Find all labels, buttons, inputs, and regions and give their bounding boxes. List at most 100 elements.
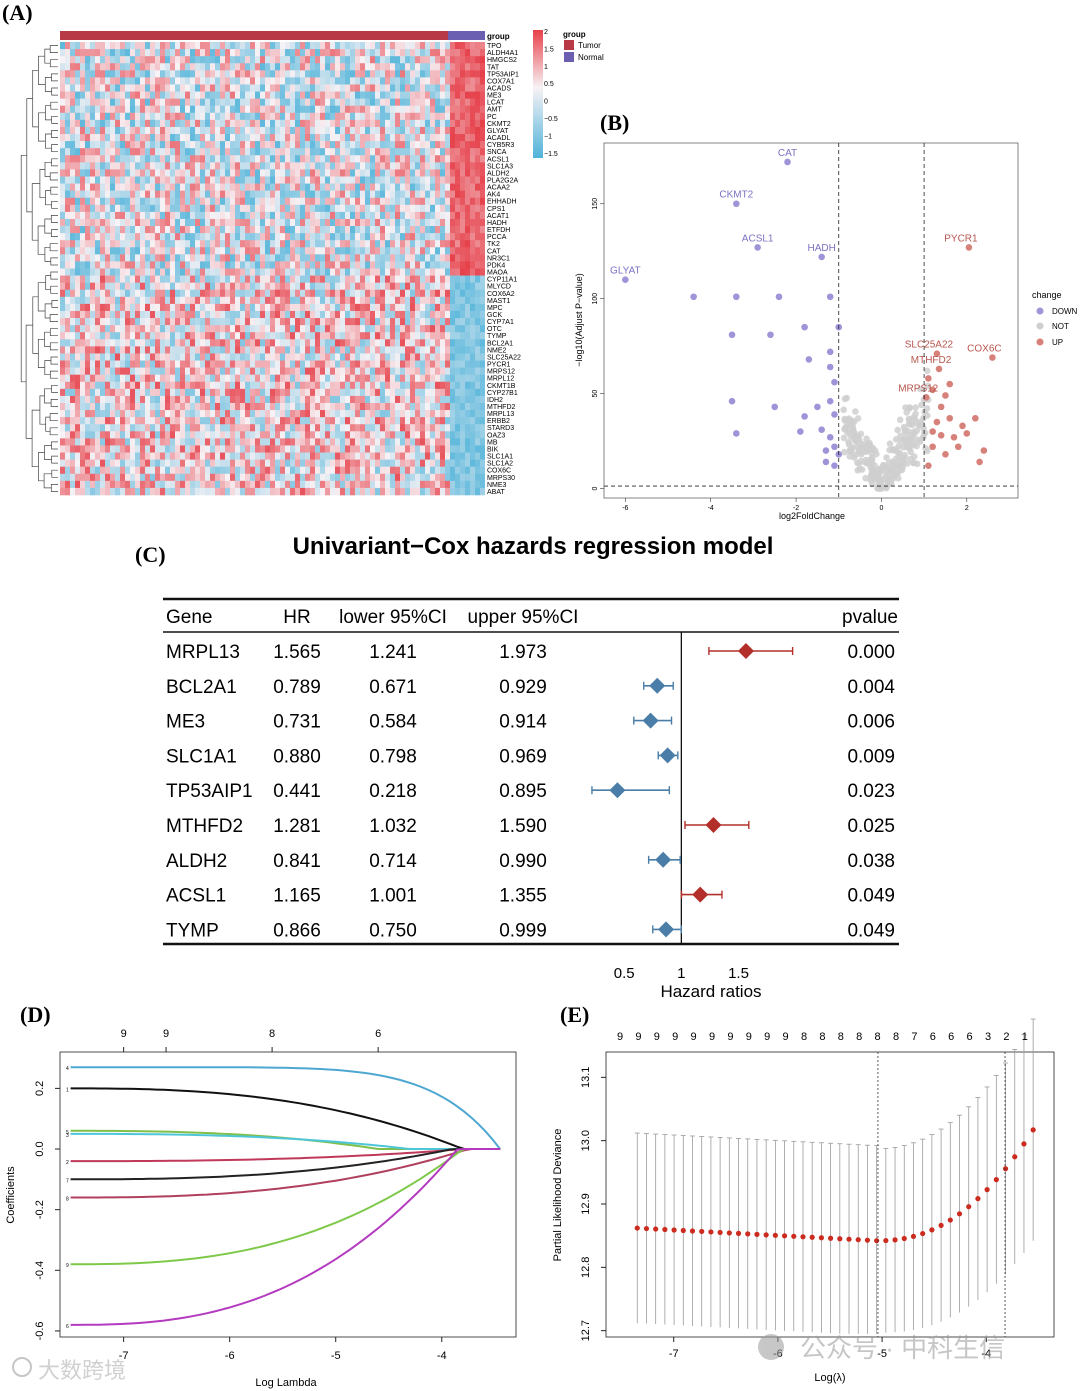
heatmap-cell [390, 162, 395, 170]
heatmap-cell [240, 424, 245, 432]
heatmap-cell [135, 49, 140, 57]
heatmap-cell [480, 402, 485, 411]
heatmap-cell [475, 332, 480, 340]
heatmap-cell [270, 381, 275, 390]
heatmap-cell [360, 105, 365, 114]
heatmap-cell [120, 417, 125, 425]
heatmap-cell [360, 162, 365, 170]
heatmap-cell [350, 438, 355, 446]
heatmap-cell [160, 254, 165, 262]
heatmap-cell [435, 70, 440, 78]
heatmap-cell [480, 310, 485, 319]
heatmap-cell [225, 190, 230, 199]
heatmap-cell [185, 332, 190, 340]
heatmap-cell [470, 367, 475, 375]
heatmap-cell [350, 445, 355, 453]
heatmap-cell [370, 360, 375, 368]
heatmap-cell [450, 112, 455, 121]
heatmap-cell [315, 162, 320, 170]
heatmap-cell [420, 169, 425, 177]
heatmap-cell [300, 417, 305, 425]
heatmap-cell [435, 395, 440, 404]
heatmap-cell [420, 42, 425, 50]
heatmap-cell [195, 218, 200, 227]
heatmap-cell [245, 289, 250, 298]
heatmap-cell [415, 410, 420, 418]
heatmap-cell [80, 105, 85, 114]
heatmap-cell [170, 42, 175, 50]
heatmap-cell [210, 63, 215, 71]
heatmap-cell [425, 126, 430, 135]
heatmap-cell [160, 261, 165, 269]
heatmap-cell [130, 119, 135, 128]
heatmap-cell [255, 134, 260, 142]
heatmap-cell [200, 353, 205, 361]
heatmap-cell [300, 190, 305, 199]
heatmap-cell [275, 155, 280, 163]
panel-label-c: (C) [135, 542, 166, 567]
heatmap-cell [225, 148, 230, 156]
heatmap-cell [370, 318, 375, 326]
heatmap-cell [320, 183, 325, 191]
heatmap-cell [370, 56, 375, 64]
heatmap-cell [165, 183, 170, 191]
heatmap-cell [290, 438, 295, 446]
heatmap-cell [70, 289, 75, 298]
heatmap-cell [220, 367, 225, 375]
heatmap-cell [90, 346, 95, 354]
heatmap-cell [135, 339, 140, 347]
heatmap-cell [380, 98, 385, 107]
heatmap-cell [365, 211, 370, 220]
heatmap-cell [120, 211, 125, 220]
heatmap-cell [340, 381, 345, 390]
heatmap-cell [460, 183, 465, 191]
heatmap-cell [285, 310, 290, 319]
heatmap-cell [355, 381, 360, 390]
heatmap-cell [475, 148, 480, 156]
heatmap-cell [145, 204, 150, 213]
heatmap-cell [465, 197, 470, 206]
heatmap-cell [410, 211, 415, 220]
heatmap-cell [105, 318, 110, 326]
heatmap-cell [290, 119, 295, 128]
heatmap-cell [90, 148, 95, 156]
heatmap-cell [420, 176, 425, 184]
heatmap-cell [410, 410, 415, 418]
heatmap-cell [380, 119, 385, 128]
heatmap-cell [130, 155, 135, 163]
heatmap-cell [330, 360, 335, 368]
heatmap-cell [80, 325, 85, 333]
heatmap-cell [405, 190, 410, 199]
heatmap-cell [470, 98, 475, 107]
heatmap-cell [305, 63, 310, 71]
heatmap-cell [190, 360, 195, 368]
heatmap-cell [425, 119, 430, 128]
heatmap-cell [225, 395, 230, 404]
heatmap-cell [110, 126, 115, 135]
heatmap-cell [345, 332, 350, 340]
heatmap-cell [210, 105, 215, 114]
heatmap-cell [475, 233, 480, 241]
heatmap-cell [115, 289, 120, 298]
heatmap-cell [200, 254, 205, 262]
heatmap-cell [330, 105, 335, 114]
heatmap-cell [390, 105, 395, 114]
heatmap-cell [430, 318, 435, 326]
heatmap-cell [445, 56, 450, 64]
heatmap-cell [390, 374, 395, 383]
heatmap-cell [100, 318, 105, 326]
heatmap-cell [160, 332, 165, 340]
heatmap-cell [465, 84, 470, 92]
heatmap-cell [255, 395, 260, 404]
heatmap-cell [345, 176, 350, 184]
heatmap-cell [385, 183, 390, 191]
heatmap-cell [420, 183, 425, 191]
heatmap-cell [175, 169, 180, 177]
heatmap-cell [150, 282, 155, 291]
heatmap-cell [75, 240, 80, 248]
heatmap-cell [295, 310, 300, 319]
heatmap-cell [115, 197, 120, 206]
heatmap-cell [405, 268, 410, 276]
heatmap-cell [410, 63, 415, 71]
heatmap-cell [410, 325, 415, 333]
